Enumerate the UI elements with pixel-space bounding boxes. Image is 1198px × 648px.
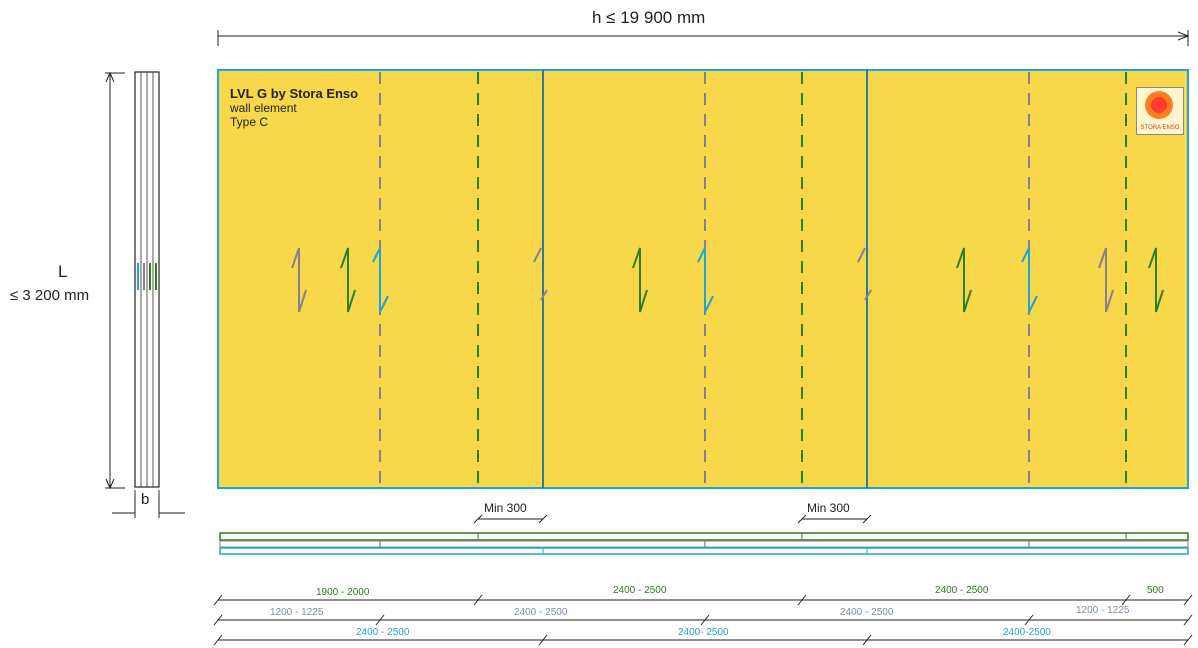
- thickness-symbol: b: [141, 491, 150, 508]
- dim-blue: 2400 - 2500: [356, 627, 410, 638]
- joint-arrows: [291, 247, 1164, 313]
- min-overlap-label: Min 300: [807, 501, 850, 515]
- grey-joints: [379, 72, 1030, 486]
- green-joints: [477, 72, 1127, 486]
- front-panel: [217, 69, 1189, 489]
- element-type: Type C: [230, 115, 269, 129]
- dim-green: 2400 - 2500: [935, 585, 989, 596]
- overall-height-label: h ≤ 19 900 mm: [592, 8, 706, 27]
- length-symbol: L: [58, 262, 68, 281]
- dimension-rows: [213, 594, 1193, 646]
- element-description: wall element: [230, 101, 297, 115]
- panel-caption: LVL G by Stora Enso wall element Type C: [230, 86, 359, 130]
- dim-grey: 2400 - 2500: [840, 607, 894, 618]
- min-overlap-label: Min 300: [484, 501, 527, 515]
- plan-section-strip: [219, 514, 1189, 555]
- dim-green: 2400 - 2500: [613, 585, 667, 596]
- dim-grey: 2400 - 2500: [514, 607, 568, 618]
- side-view-section: [105, 71, 185, 518]
- dim-grey: 1200 - 1225: [1076, 605, 1130, 616]
- length-value: ≤ 3 200 mm: [10, 287, 90, 304]
- dim-green: 500: [1147, 585, 1164, 596]
- dim-grey: 1200 - 1225: [270, 607, 324, 618]
- logo-text: STORA ENSO: [1140, 125, 1180, 131]
- dim-green: 1900 - 2000: [316, 587, 370, 598]
- dim-blue: 2400- 2500: [678, 627, 729, 638]
- dim-blue: 2400-2500: [1003, 627, 1051, 638]
- sun-icon: [1145, 91, 1173, 119]
- stora-enso-logo: STORA ENSO: [1136, 87, 1184, 135]
- product-name: LVL G by Stora Enso: [230, 86, 359, 101]
- height-dimension-line: [217, 30, 1190, 46]
